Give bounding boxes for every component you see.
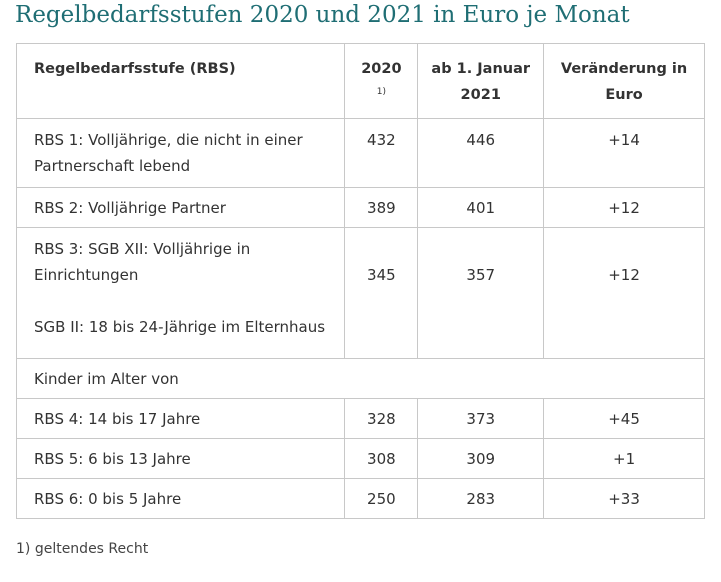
row-label: RBS 5: 6 bis 13 Jahre xyxy=(15,438,346,479)
value-change: +12 xyxy=(543,187,705,228)
header-2020-footnote-marker: 1) xyxy=(376,87,386,97)
value-2020: 328 xyxy=(344,398,419,439)
header-2021: ab 1. Januar 2021 xyxy=(417,43,545,119)
value-2020: 250 xyxy=(344,478,419,519)
value-change: +1 xyxy=(543,438,705,479)
value-2021: 373 xyxy=(417,398,545,439)
value-change: +14 xyxy=(543,118,705,188)
value-2021: 357 xyxy=(417,227,545,359)
value-2020: 432 xyxy=(344,118,419,188)
header-rbs: Regelbedarfsstufe (RBS) xyxy=(15,43,346,119)
row-label: RBS 6: 0 bis 5 Jahre xyxy=(15,478,346,519)
footnote: 1) geltendes Recht xyxy=(16,541,149,557)
header-change: Veränderung in Euro xyxy=(543,43,705,119)
value-change: +33 xyxy=(543,478,705,519)
page-title: Regelbedarfsstufen 2020 und 2021 in Euro… xyxy=(15,2,630,28)
row-label: RBS 1: Volljährige, die nicht in einer P… xyxy=(15,118,346,188)
section-row: Kinder im Alter von xyxy=(16,358,705,399)
value-2021: 446 xyxy=(417,118,545,188)
value-2021: 401 xyxy=(417,187,545,228)
table-row: RBS 2: Volljährige Partner 389 401 +12 xyxy=(15,187,705,228)
table-row: RBS 5: 6 bis 13 Jahre 308 309 +1 xyxy=(15,438,705,479)
value-2021: 283 xyxy=(417,478,545,519)
value-2020: 308 xyxy=(344,438,419,479)
row-label: RBS 2: Volljährige Partner xyxy=(15,187,346,228)
regelbedarf-table: Regelbedarfsstufe (RBS) 2020 1) ab 1. Ja… xyxy=(15,43,705,519)
header-2020-label: 2020 xyxy=(361,61,402,77)
value-change: +45 xyxy=(543,398,705,439)
table-row: RBS 6: 0 bis 5 Jahre 250 283 +33 xyxy=(15,478,705,519)
row-label: RBS 4: 14 bis 17 Jahre xyxy=(15,398,346,439)
table-row: RBS 1: Volljährige, die nicht in einer P… xyxy=(15,118,705,188)
table-row: RBS 3: SGB XII: Volljährige in Einrichtu… xyxy=(15,227,705,359)
value-2021: 309 xyxy=(417,438,545,479)
value-change: +12 xyxy=(543,227,705,359)
value-2020: 345 xyxy=(344,227,419,359)
section-label: Kinder im Alter von xyxy=(16,358,705,399)
row-label-extra: SGB II: 18 bis 24-Jährige im Elternhaus xyxy=(34,318,326,336)
row-label-main: RBS 3: SGB XII: Volljährige in Einrichtu… xyxy=(34,240,251,284)
header-2020: 2020 1) xyxy=(344,43,419,119)
row-label: RBS 3: SGB XII: Volljährige in Einrichtu… xyxy=(15,227,346,359)
table-header-row: Regelbedarfsstufe (RBS) 2020 1) ab 1. Ja… xyxy=(15,43,705,119)
table-row: RBS 4: 14 bis 17 Jahre 328 373 +45 xyxy=(15,398,705,439)
value-2020: 389 xyxy=(344,187,419,228)
